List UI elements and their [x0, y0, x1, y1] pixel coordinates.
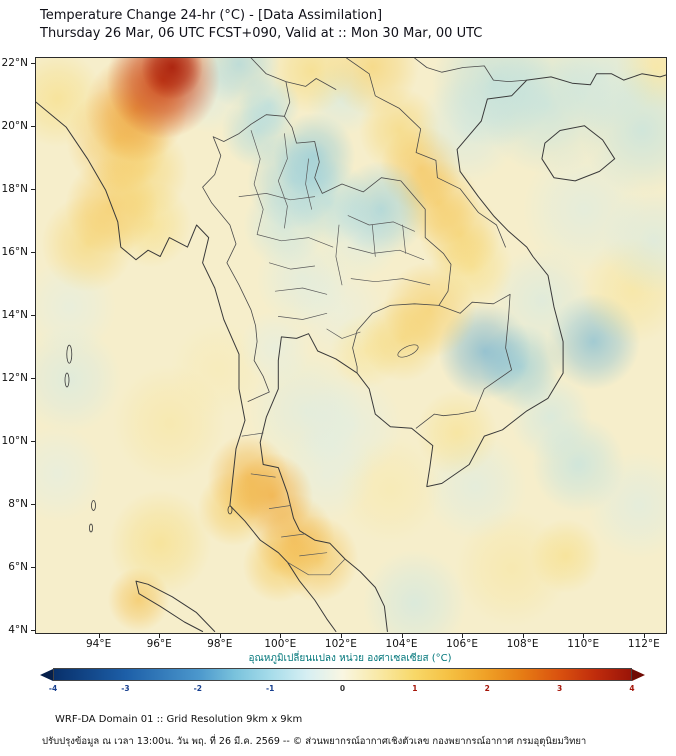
- lon-tick-mark: [98, 634, 100, 638]
- latitude-axis: 22°N 20°N 18°N 16°N 14°N 12°N 10°N 8°N 6°N 4°N: [0, 56, 35, 636]
- lon-tick-mark: [219, 634, 221, 638]
- china-vietnam-border: [414, 58, 528, 82]
- phuket-island-outline: [227, 505, 233, 515]
- lon-tick-label: 108°E: [506, 638, 539, 650]
- cambodia-vietnam-border: [415, 293, 512, 429]
- lat-tick-mark: [31, 126, 35, 128]
- tonle-sap-lake-outline: [397, 344, 419, 358]
- colorbar-tick-label: 2: [484, 684, 490, 693]
- colorbar-tick-label: -1: [265, 684, 275, 693]
- lat-tick-mark: [31, 315, 35, 317]
- lat-tick-mark: [31, 63, 35, 65]
- lon-tick-mark: [522, 634, 524, 638]
- laos-vietnam-border: [346, 58, 506, 248]
- lat-tick-mark: [31, 378, 35, 380]
- footer-domain-info: WRF-DA Domain 01 :: Grid Resolution 9km …: [55, 714, 303, 725]
- lon-tick-label: 106°E: [446, 638, 479, 650]
- thai-lao-cambodia-border: [212, 114, 452, 374]
- nicobar-island-outline: [89, 523, 93, 533]
- andaman-island-outline: [64, 372, 70, 388]
- lon-tick-label: 94°E: [85, 638, 112, 650]
- hainan-island-outline: [541, 125, 616, 182]
- colorbar-ticks: -4 -3 -2 -1 0 1 2 3 4: [49, 684, 635, 694]
- lat-tick-label: 16°N: [1, 245, 28, 258]
- colorbar-tick-label: 3: [557, 684, 563, 693]
- colorbar-label: อุณหภูมิเปลี่ยนแปลง หน่วย องศาเซลเซียส (…: [248, 653, 452, 664]
- colorbar-tick-label: -3: [121, 684, 130, 693]
- lon-tick-label: 104°E: [385, 638, 418, 650]
- lon-tick-mark: [401, 634, 403, 638]
- lat-tick-mark: [31, 441, 35, 443]
- colorbar-tick-label: 4: [629, 684, 635, 693]
- colorbar-right-arrow: [632, 668, 645, 681]
- lat-tick-mark: [31, 504, 35, 506]
- nicobar-island-outline: [91, 500, 96, 511]
- lon-tick-mark: [643, 634, 645, 638]
- lat-tick-mark: [31, 630, 35, 632]
- lon-tick-mark: [159, 634, 161, 638]
- colorbar-tick-label: -4: [48, 684, 58, 693]
- colorbar-tick-label: -2: [193, 684, 202, 693]
- colorbar-tick-label: 0: [339, 684, 346, 693]
- coastline-east: [259, 73, 666, 632]
- lat-tick-mark: [31, 189, 35, 191]
- lon-tick-mark: [462, 634, 464, 638]
- lat-tick-label: 6°N: [8, 560, 28, 573]
- lat-tick-label: 18°N: [1, 182, 28, 195]
- lon-tick-label: 112°E: [627, 638, 660, 650]
- lat-tick-label: 22°N: [1, 56, 28, 69]
- lat-tick-label: 20°N: [1, 119, 28, 132]
- colorbar-gradient: [53, 668, 632, 681]
- lat-tick-label: 14°N: [1, 308, 28, 321]
- thai-province-borders: [238, 130, 431, 576]
- lon-tick-mark: [340, 634, 342, 638]
- longitude-axis: 94°E 96°E 98°E 100°E 102°E 104°E 106°E 108°E 110…: [35, 634, 667, 654]
- lat-tick-label: 10°N: [1, 434, 28, 447]
- colorbar-tick-label: 1: [412, 684, 418, 693]
- andaman-island-outline: [66, 344, 73, 364]
- colorbar-left-arrow: [40, 668, 53, 681]
- geography-borders: [36, 58, 666, 632]
- lat-tick-label: 4°N: [8, 623, 28, 636]
- lat-tick-mark: [31, 567, 35, 569]
- chart-title: Temperature Change 24-hr (°C) - [Data As…: [40, 8, 383, 23]
- footer-update-info: ปรับปรุงข้อมูล ณ เวลา 13:00น. วัน พฤ. ที…: [42, 736, 587, 747]
- coastline-west: [36, 101, 337, 632]
- sumatra-tip-outline: [135, 580, 216, 632]
- lat-tick-label: 8°N: [8, 497, 28, 510]
- lon-tick-mark: [280, 634, 282, 638]
- lat-tick-mark: [31, 252, 35, 254]
- china-myanmar-laos-border: [250, 58, 337, 117]
- lon-tick-label: 98°E: [207, 638, 233, 650]
- lon-tick-label: 102°E: [324, 638, 357, 650]
- chart-subtitle: Thursday 26 Mar, 06 UTC FCST+090, Valid …: [40, 26, 483, 41]
- colorbar: [40, 668, 645, 681]
- thai-myanmar-border: [202, 136, 270, 402]
- lon-tick-label: 110°E: [567, 638, 600, 650]
- lat-tick-label: 12°N: [1, 371, 28, 384]
- lon-tick-label: 96°E: [146, 638, 172, 650]
- temperature-change-field: [36, 58, 666, 633]
- lon-tick-mark: [583, 634, 585, 638]
- map-plot-area: [35, 57, 667, 634]
- lon-tick-label: 100°E: [264, 638, 297, 650]
